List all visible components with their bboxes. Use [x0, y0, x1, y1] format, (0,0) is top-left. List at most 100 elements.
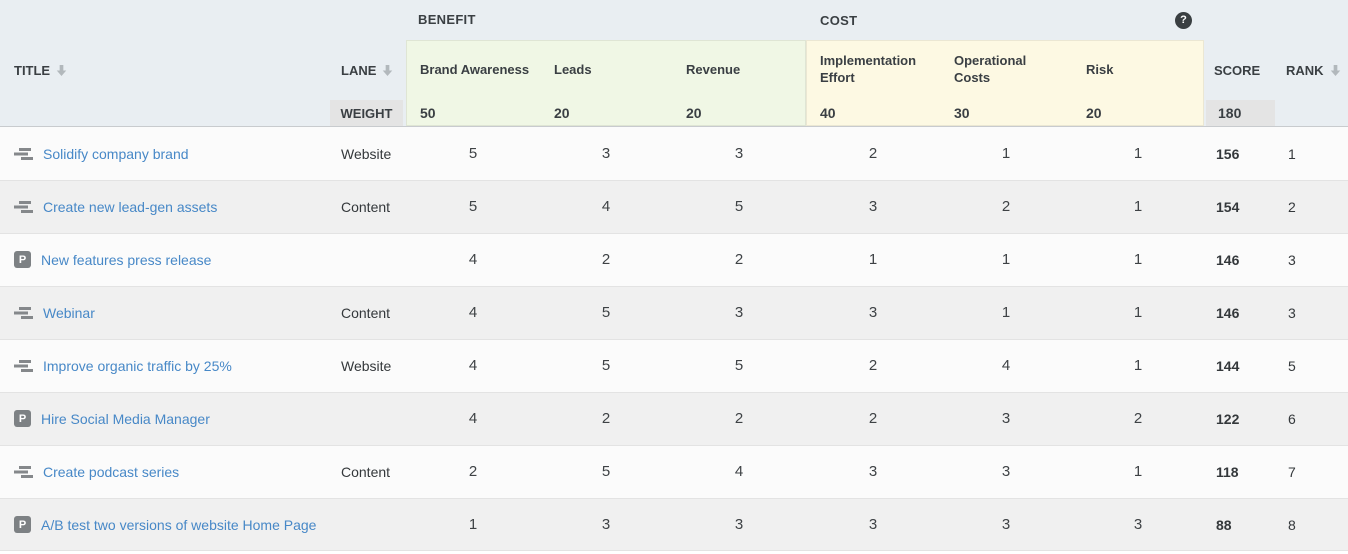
value-cell-operational-costs: 2 [1001, 198, 1011, 215]
project-icon: P [14, 516, 31, 533]
value-cell-risk: 1 [1133, 304, 1143, 321]
epic-icon [14, 359, 33, 372]
value-cell-brand-awareness: 4 [468, 357, 478, 374]
rank-column-header[interactable]: RANK [1275, 40, 1348, 100]
score-cell: 146 [1216, 304, 1240, 321]
value-cell-risk: 1 [1133, 251, 1143, 268]
rank-column-label: RANK [1286, 62, 1324, 78]
sort-descending-icon [382, 64, 393, 76]
item-title-link[interactable]: New features press release [41, 251, 212, 268]
title-cell: Create new lead-gen assets [0, 199, 330, 215]
value-cell-brand-awareness: 5 [468, 145, 478, 162]
title-cell: Improve organic traffic by 25% [0, 358, 330, 374]
table-row: Create new lead-gen assets Content 5 4 5… [0, 180, 1348, 233]
value-cell-operational-costs: 3 [1001, 463, 1011, 480]
rank-cell: 3 [1288, 304, 1296, 321]
value-cell-risk: 3 [1133, 516, 1143, 533]
value-cell-operational-costs: 1 [1001, 251, 1011, 268]
value-cell-brand-awareness: 5 [468, 198, 478, 215]
epic-icon [14, 306, 33, 319]
item-title-link[interactable]: Webinar [43, 304, 95, 321]
benefit-group-header: BENEFIT [406, 11, 806, 29]
value-cell-operational-costs: 1 [1001, 304, 1011, 321]
cost-columns-block: Implementation Effort Operational Costs … [806, 40, 1204, 126]
table-row: Improve organic traffic by 25% Website 4… [0, 339, 1348, 392]
lane-column-header[interactable]: LANE [330, 40, 406, 100]
value-cell-operational-costs: 3 [1001, 516, 1011, 533]
value-cell-leads: 2 [601, 410, 611, 427]
title-cell: Create podcast series [0, 464, 330, 480]
score-column-label: SCORE [1214, 62, 1261, 78]
benefit-column-weights: 50 20 20 [406, 100, 806, 126]
value-cell-implementation-effort: 3 [868, 198, 878, 215]
score-cell: 156 [1216, 145, 1240, 162]
value-cell-revenue: 5 [734, 198, 744, 215]
value-cell-brand-awareness: 4 [468, 304, 478, 321]
title-column-label: TITLE [14, 62, 51, 78]
item-title-link[interactable]: Improve organic traffic by 25% [43, 357, 232, 374]
table-row: P A/B test two versions of website Home … [0, 498, 1348, 551]
weight-row-rank-spacer [1275, 100, 1348, 126]
value-cell-leads: 5 [601, 357, 611, 374]
value-cell-brand-awareness: 1 [468, 516, 478, 533]
lane-cell: Website [341, 145, 392, 162]
value-cell-implementation-effort: 1 [868, 251, 878, 268]
title-cell: P Hire Social Media Manager [0, 410, 330, 427]
cost-column-weights: 40 30 20 [806, 100, 1204, 126]
item-title-link[interactable]: Solidify company brand [43, 145, 189, 162]
value-cell-brand-awareness: 4 [468, 251, 478, 268]
score-cell: 122 [1216, 410, 1240, 427]
column-header-brand-awareness: Brand Awareness [420, 61, 530, 77]
column-header-row: TITLE LANE WEIGHT [0, 40, 1348, 126]
title-column-header-wrap: TITLE [0, 40, 330, 126]
item-title-link[interactable]: A/B test two versions of website Home Pa… [41, 516, 317, 533]
title-cell: P New features press release [0, 251, 330, 268]
cost-group-header: COST ? [806, 11, 1204, 29]
score-column-header: SCORE [1204, 40, 1275, 100]
score-cell: 88 [1216, 516, 1232, 533]
rank-cell: 5 [1288, 357, 1296, 374]
value-cell-implementation-effort: 2 [868, 145, 878, 162]
rank-cell: 7 [1288, 463, 1296, 480]
table-row: P New features press release 4 2 2 1 1 1… [0, 233, 1348, 286]
column-header-risk: Risk [1086, 61, 1114, 77]
value-cell-implementation-effort: 2 [868, 410, 878, 427]
weight-row-label: WEIGHT [330, 100, 403, 126]
value-cell-revenue: 4 [734, 463, 744, 480]
item-title-link[interactable]: Create podcast series [43, 463, 180, 480]
value-cell-revenue: 2 [734, 251, 744, 268]
item-title-link[interactable]: Create new lead-gen assets [43, 198, 218, 215]
weight-implementation-effort: 40 [820, 105, 836, 121]
table-row: P Hire Social Media Manager 4 2 2 2 3 2 … [0, 392, 1348, 445]
weight-operational-costs: 30 [954, 105, 970, 121]
lane-cell: Content [341, 463, 391, 480]
column-header-implementation-effort: Implementation Effort [820, 53, 917, 85]
weight-row-title-spacer [0, 100, 330, 126]
title-cell: Solidify company brand [0, 146, 330, 162]
value-cell-risk: 1 [1133, 198, 1143, 215]
table-row: Create podcast series Content 2 5 4 3 3 … [0, 445, 1348, 498]
weight-row-label-wrap: WEIGHT [330, 100, 406, 126]
value-cell-revenue: 3 [734, 304, 744, 321]
table-header: BENEFIT COST ? TITLE LANE [0, 0, 1348, 127]
lane-cell: Content [341, 304, 391, 321]
rank-cell: 8 [1288, 516, 1296, 533]
score-column-header-wrap: SCORE 180 [1204, 40, 1275, 126]
help-icon[interactable]: ? [1175, 11, 1192, 29]
item-title-link[interactable]: Hire Social Media Manager [41, 410, 210, 427]
lane-column-label: LANE [341, 62, 377, 78]
value-cell-risk: 1 [1133, 145, 1143, 162]
lane-cell: Content [341, 198, 391, 215]
lane-cell: Website [341, 357, 392, 374]
sort-descending-icon [56, 64, 67, 76]
lane-column-header-wrap: LANE WEIGHT [330, 40, 406, 126]
total-weight-cell: 180 [1206, 100, 1275, 126]
epic-icon [14, 200, 33, 213]
weight-revenue: 20 [686, 105, 702, 121]
benefit-group-label: BENEFIT [418, 12, 476, 27]
value-cell-revenue: 3 [734, 516, 744, 533]
title-column-header[interactable]: TITLE [0, 40, 330, 100]
value-cell-risk: 1 [1133, 463, 1143, 480]
value-cell-operational-costs: 4 [1001, 357, 1011, 374]
column-header-operational-costs: Operational Costs [954, 53, 1027, 85]
